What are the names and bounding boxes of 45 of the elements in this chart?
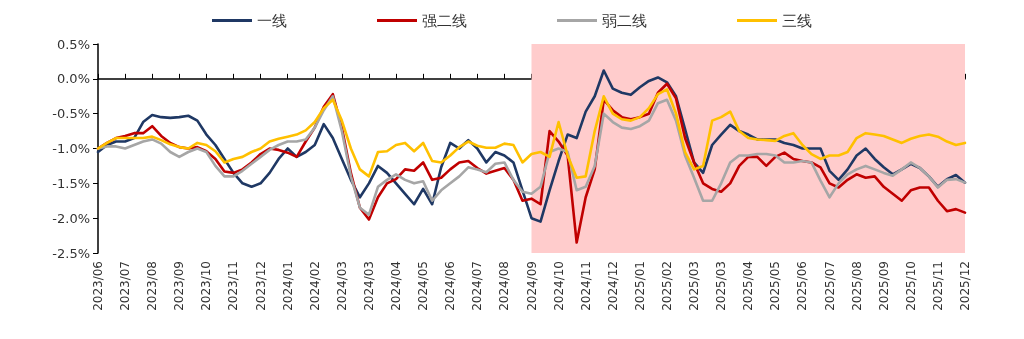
x-tick-label: 2024/11	[578, 261, 593, 311]
x-tick-label: 2023/06	[91, 261, 105, 311]
x-tick-label: 2025/12	[958, 261, 972, 311]
x-tick-label: 2024/08	[497, 261, 512, 311]
x-tick-label: 2025/09	[876, 261, 891, 311]
x-tick-label: 2024/10	[551, 261, 566, 311]
x-tick-label: 2023/07	[118, 261, 133, 311]
x-tick-label: 2023/08	[145, 261, 160, 311]
x-tick-label: 2024/03	[334, 261, 349, 311]
x-tick-label: 2024/03	[361, 261, 376, 311]
legend-label: 弱二线	[602, 11, 647, 30]
legend-label: 三线	[782, 11, 812, 30]
x-tick-label: 2025/03	[687, 261, 702, 311]
y-tick-label: 0.5%	[56, 36, 90, 52]
y-tick-label: -2.0%	[52, 210, 90, 226]
y-tick-label: -0.5%	[52, 106, 90, 122]
legend-label: 强二线	[422, 11, 467, 30]
x-tick-label: 2025/04	[741, 261, 756, 311]
legend-label: 一线	[257, 11, 287, 30]
x-tick-label: 2025/10	[903, 261, 918, 311]
line-series	[96, 87, 967, 180]
x-tick-label: 2024/12	[605, 261, 620, 311]
x-tick-label: 2023/09	[172, 261, 187, 311]
x-tick-label: 2024/02	[307, 261, 322, 311]
x-tick-label: 2023/11	[226, 261, 241, 311]
x-tick-label: 2024/01	[280, 261, 295, 311]
x-tick-label: 2023/12	[253, 261, 268, 311]
y-tick-label: -1.0%	[52, 141, 90, 156]
x-tick-label: 2025/03	[714, 261, 729, 311]
x-tick-label: 2025/07	[822, 261, 837, 311]
x-tick-label: 2025/11	[930, 261, 945, 311]
x-tick-label: 2024/09	[524, 261, 539, 311]
x-tick-label: 2024/06	[443, 261, 458, 311]
x-tick-label: 2025/08	[849, 261, 864, 311]
x-tick-label: 2024/04	[389, 261, 404, 311]
y-tick-label: 0.0%	[56, 71, 90, 87]
x-tick-label: 2024/07	[470, 261, 485, 311]
y-tick-label: -2.5%	[52, 245, 90, 261]
x-tick-label: 2025/06	[795, 261, 810, 311]
x-tick-label: 2025/02	[659, 261, 674, 311]
x-tick-label: 2025/05	[768, 261, 783, 311]
x-tick-label: 2025/01	[632, 261, 647, 311]
y-tick-label: -1.5%	[52, 175, 90, 191]
x-tick-label: 2023/10	[199, 261, 214, 311]
x-tick-label: 2024/05	[416, 261, 431, 311]
